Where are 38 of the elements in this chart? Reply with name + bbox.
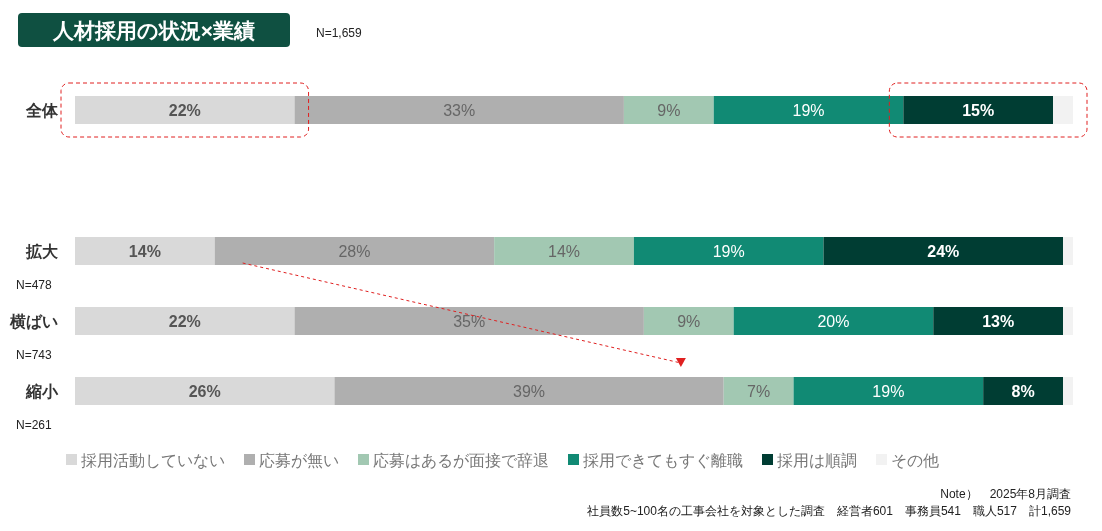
data-label: 9% xyxy=(657,102,681,119)
data-label: 24% xyxy=(927,243,960,260)
text: N=261 xyxy=(16,418,53,432)
data-label: 22% xyxy=(168,313,201,330)
text: N=478 xyxy=(16,278,53,292)
data-label: 35% xyxy=(453,313,486,330)
legend-label: 採用活動していない xyxy=(81,452,225,469)
data-label: 33% xyxy=(443,102,476,119)
data-label: 14% xyxy=(548,243,581,260)
y-tick-label: 拡大 xyxy=(25,243,59,260)
data-label: 19% xyxy=(792,102,825,119)
data-label: 7% xyxy=(747,383,771,400)
legend-label: 応募はあるが面接で辞退 xyxy=(373,452,549,469)
data-label: 8% xyxy=(1011,383,1035,400)
data-label: 20% xyxy=(817,313,850,330)
y-tick-label: 縮小 xyxy=(25,383,59,400)
legend-label: 採用は順調 xyxy=(777,452,857,469)
y-tick-label: 全体 xyxy=(25,102,59,119)
data-label: 22% xyxy=(168,102,201,119)
data-label: 9% xyxy=(677,313,701,330)
data-label: 28% xyxy=(338,243,371,260)
data-label: 14% xyxy=(128,243,161,260)
text: N=743 xyxy=(16,348,53,362)
y-tick-label: 横ばい xyxy=(9,313,58,330)
legend-label: 応募が無い xyxy=(259,452,339,469)
chart-subtitle: N=1,659 xyxy=(316,26,363,40)
data-label: 19% xyxy=(712,243,745,260)
data-label: 26% xyxy=(188,383,221,400)
title: 人材採用の状況×業績 xyxy=(18,13,290,47)
data-label: 19% xyxy=(872,383,905,400)
text: 社員数5~100名の工事会社を対象とした調査 経営者601 事務員541 職人517 計1,659 xyxy=(587,504,1072,518)
data-label: 15% xyxy=(962,102,995,119)
data-label: 39% xyxy=(513,383,546,400)
legend-label: 採用できてもすぐ離職 xyxy=(583,452,743,469)
text: Note） 2025年8月調査 xyxy=(940,487,1071,501)
data-label: 13% xyxy=(982,313,1015,330)
chart-title: 人材採用の状況×業績 xyxy=(51,19,256,42)
legend-label: その他 xyxy=(891,452,939,469)
